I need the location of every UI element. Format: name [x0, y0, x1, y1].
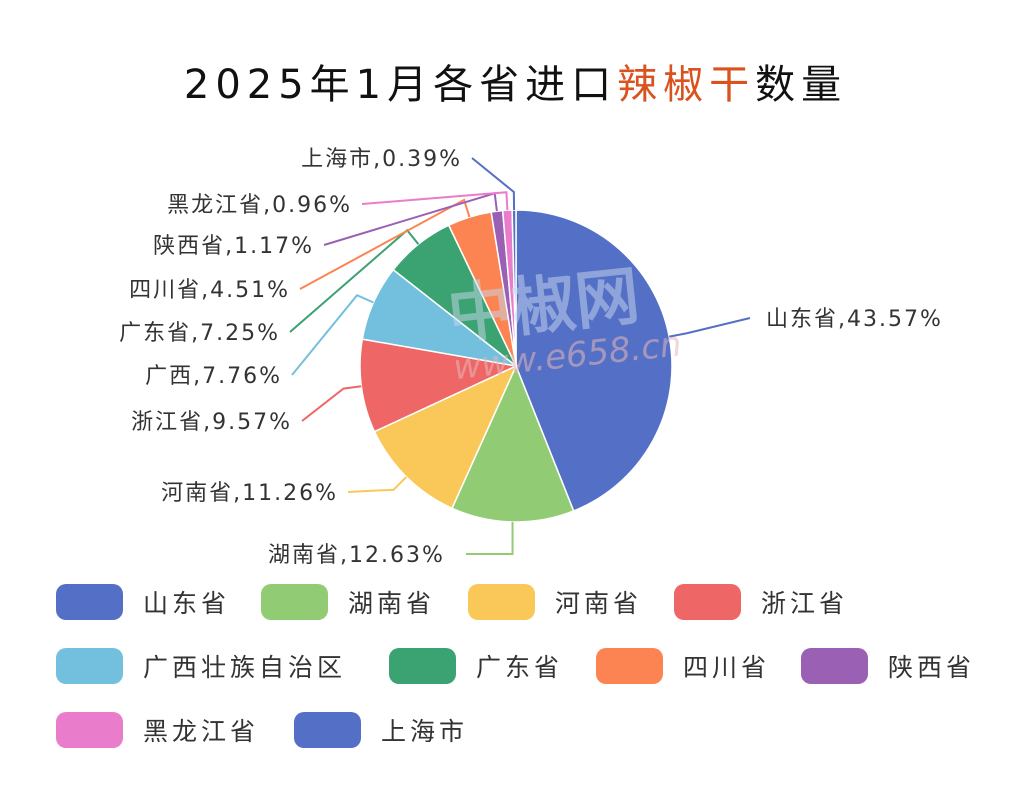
slice-label-8: 陕西省,1.17%: [153, 234, 314, 259]
legend-swatch: [801, 648, 868, 684]
legend-item-5[interactable]: 广西壮族自治区: [56, 647, 346, 685]
legend-label: 黑龙江省: [143, 717, 260, 746]
legend-swatch: [56, 648, 123, 684]
pie-slice-10: [511, 209, 517, 367]
legend-label: 广东省: [476, 653, 564, 682]
slice-label-1: 山东省,43.57%: [766, 307, 943, 332]
slice-label-6: 广东省,7.25%: [119, 321, 280, 346]
legend-swatch: [261, 584, 328, 620]
legend-swatch: [674, 584, 741, 620]
legend-item-1[interactable]: 山东省: [56, 583, 230, 621]
legend-item-6[interactable]: 广东省: [389, 647, 563, 685]
legend-swatch: [468, 584, 535, 620]
legend-item-8[interactable]: 陕西省: [801, 647, 975, 685]
legend-label: 陕西省: [888, 653, 976, 682]
legend-swatch: [294, 712, 361, 748]
chart-title-prefix: 2025年1月各省进口: [183, 62, 618, 108]
legend-item-9[interactable]: 黑龙江省: [56, 711, 259, 749]
leader-line-5: [291, 293, 374, 376]
legend-swatch: [596, 648, 663, 684]
leader-line-1: [669, 317, 751, 338]
legend-swatch: [389, 648, 456, 684]
legend-item-3[interactable]: 河南省: [468, 583, 642, 621]
slice-label-5: 广西,7.76%: [145, 364, 282, 389]
pie-slice-2: [451, 364, 575, 523]
pie-slice-3: [373, 364, 518, 510]
legend-swatch: [56, 584, 123, 620]
leader-line-9: [361, 191, 509, 211]
chart-title-suffix: 数量: [755, 62, 848, 108]
legend-label: 河南省: [555, 589, 643, 618]
legend-label: 湖南省: [348, 589, 436, 618]
leader-line-4: [301, 385, 362, 422]
legend-label: 广西壮族自治区: [143, 653, 347, 682]
legend-swatch: [56, 712, 123, 748]
legend-item-4[interactable]: 浙江省: [674, 583, 848, 621]
legend-label: 四川省: [683, 653, 771, 682]
legend-label: 山东省: [143, 589, 231, 618]
slice-label-7: 四川省,4.51%: [129, 278, 290, 303]
leader-lines: [289, 157, 751, 555]
legend-item-7[interactable]: 四川省: [596, 647, 770, 685]
pie-slice-4: [359, 338, 519, 433]
slice-label-10: 上海市,0.39%: [301, 147, 462, 172]
leader-line-2: [466, 521, 514, 555]
leader-line-7: [299, 198, 471, 290]
leader-line-10: [471, 157, 516, 211]
chart-title-highlight: 辣椒干: [617, 62, 756, 108]
slice-label-3: 河南省,11.26%: [161, 481, 338, 506]
legend-label: 浙江省: [761, 589, 849, 618]
chart-title: 2025年1月各省进口辣椒干数量: [0, 52, 1031, 110]
slice-label-9: 黑龙江省,0.96%: [167, 193, 352, 218]
legend-item-2[interactable]: 湖南省: [261, 583, 435, 621]
slice-label-2: 湖南省,12.63%: [268, 543, 445, 568]
leader-line-3: [347, 476, 408, 493]
slice-label-4: 浙江省,9.57%: [131, 410, 292, 435]
legend-label: 上海市: [381, 717, 469, 746]
slice-labels: 山东省,43.57% 湖南省,12.63% 河南省,11.26% 浙江省,9.57% 广…: [119, 147, 943, 568]
legend-item-10[interactable]: 上海市: [294, 711, 468, 749]
